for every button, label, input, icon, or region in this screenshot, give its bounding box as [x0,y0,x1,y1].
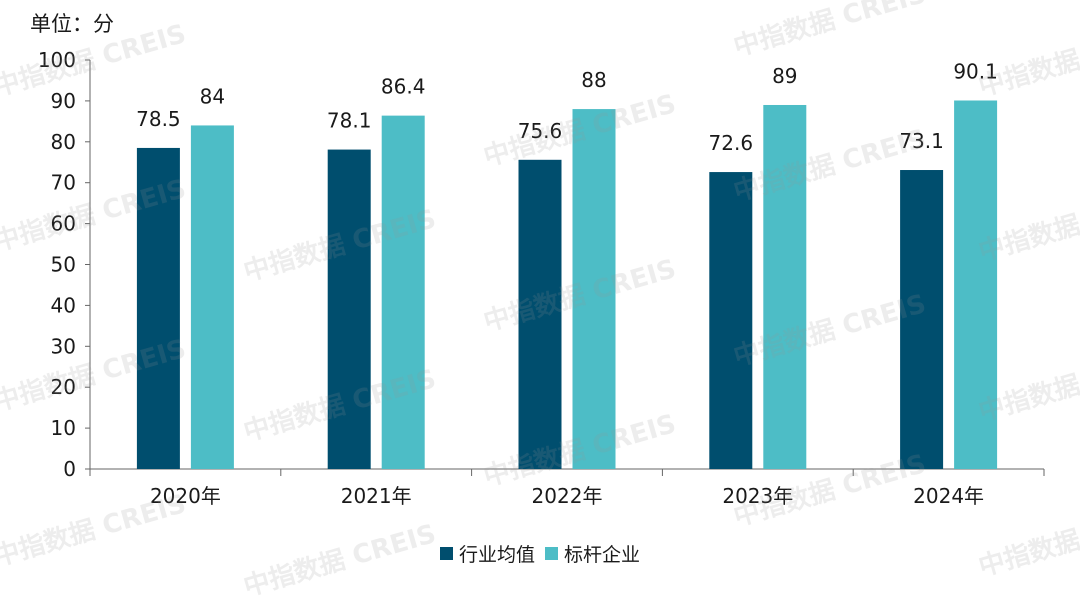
x-tick-label: 2024年 [913,484,984,508]
bar-chart: 0 10 20 30 40 50 60 70 80 90 100 78.5 84 2020年 78.1 86.… [38,48,1045,508]
y-tick-label: 100 [38,48,76,72]
bar-value-label: 90.1 [953,59,998,83]
unit-label: 单位：分 [30,12,114,36]
bar-value-label: 88 [581,68,606,92]
bar [190,125,234,469]
legend-item-benchmark: 标杆企业 [545,540,640,567]
y-tick-label: 0 [63,457,76,481]
bar-value-label: 84 [200,84,225,108]
bar-value-label: 89 [772,64,797,88]
x-tick-label: 2021年 [341,484,412,508]
y-tick-label: 50 [51,253,76,277]
bar [763,104,807,470]
legend-label-industry-average: 行业均值 [458,544,535,566]
bar-value-label: 86.4 [381,75,426,99]
y-tick-label: 20 [51,375,76,399]
bar [900,170,944,469]
y-tick-label: 40 [51,293,76,317]
y-tick-label: 90 [51,89,76,113]
bar [518,159,562,469]
bar [136,147,180,469]
bar [709,172,753,470]
legend: 行业均值 标杆企业 [0,540,1080,567]
bar [327,149,371,470]
legend-item-industry-average: 行业均值 [439,540,535,567]
legend-swatch-benchmark [545,547,558,560]
legend-label-benchmark: 标杆企业 [564,544,641,566]
bar [572,109,616,469]
y-tick-label: 80 [51,130,76,154]
y-tick-label: 30 [51,334,76,358]
bar-value-label: 78.1 [327,109,372,133]
bar-value-label: 73.1 [899,129,944,153]
bar [381,115,425,470]
x-tick-label: 2023年 [722,484,793,508]
y-tick-label: 10 [51,416,76,440]
bar-value-label: 78.5 [136,107,181,131]
y-tick-label: 70 [51,171,76,195]
legend-swatch-industry-average [439,547,453,560]
x-tick-label: 2022年 [532,484,603,508]
x-tick-label: 2020年 [150,484,221,508]
bar [954,100,998,469]
bar-value-label: 75.6 [518,119,563,143]
bar-value-label: 72.6 [709,131,754,155]
y-tick-label: 60 [51,212,76,236]
